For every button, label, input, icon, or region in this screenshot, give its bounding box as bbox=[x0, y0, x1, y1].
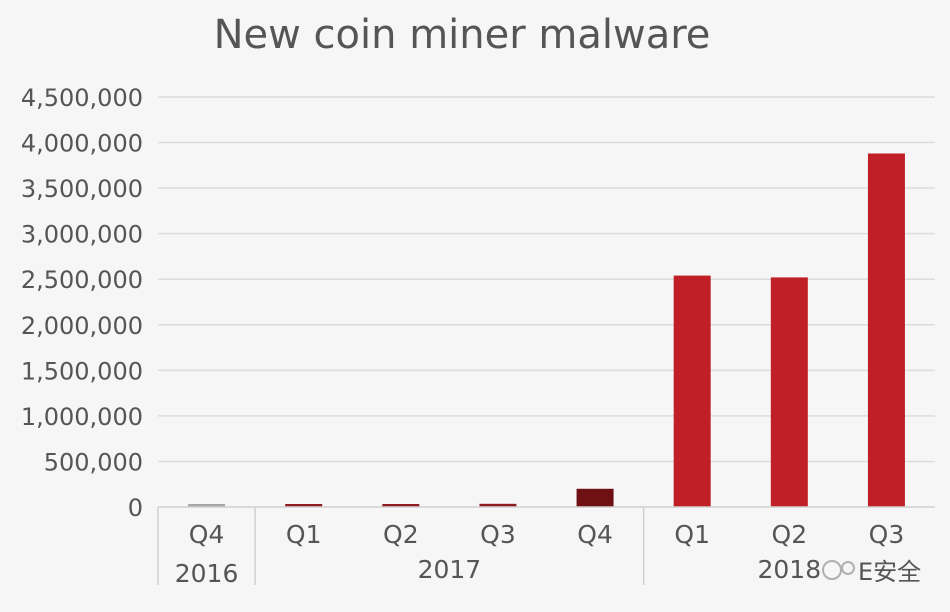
bar bbox=[673, 275, 711, 507]
y-tick-label: 3,000,000 bbox=[21, 221, 143, 249]
watermark-text: E安全 bbox=[858, 558, 921, 586]
x-tick-label: Q4 bbox=[189, 520, 225, 549]
bar bbox=[867, 153, 905, 507]
y-tick-label: 3,500,000 bbox=[21, 175, 143, 203]
y-tick-label: 2,000,000 bbox=[21, 312, 143, 340]
x-axis: Q4 Q1 Q2 Q3 Q4 Q1 Q2 Q3 2016 2017 2018 bbox=[157, 506, 935, 588]
x-group-label: 2017 bbox=[418, 555, 482, 584]
y-tick-label: 0 bbox=[128, 494, 143, 522]
x-tick-label: Q2 bbox=[383, 520, 419, 549]
x-tick-label: Q3 bbox=[869, 520, 905, 549]
y-tick-label: 500,000 bbox=[44, 448, 143, 476]
x-group-label: 2016 bbox=[175, 559, 239, 588]
bar bbox=[188, 504, 226, 507]
watermark: E安全 bbox=[822, 558, 921, 586]
bar bbox=[382, 504, 420, 507]
y-tick-label: 1,000,000 bbox=[21, 403, 143, 431]
bars bbox=[188, 153, 905, 507]
gridlines bbox=[158, 96, 935, 463]
y-tick-label: 1,500,000 bbox=[21, 357, 143, 385]
bar bbox=[479, 503, 517, 507]
bar bbox=[285, 504, 323, 507]
bar bbox=[576, 488, 614, 507]
watermark-logo-icon bbox=[822, 560, 855, 580]
y-tick-label: 2,500,000 bbox=[21, 266, 143, 294]
x-tick-label: Q2 bbox=[772, 520, 808, 549]
y-tick-label: 4,500,000 bbox=[21, 84, 143, 112]
x-group-label: 2018 bbox=[758, 555, 822, 584]
x-tick-label: Q1 bbox=[674, 520, 710, 549]
chart-title: New coin miner malware bbox=[214, 12, 711, 58]
x-tick-label: Q4 bbox=[577, 520, 613, 549]
y-tick-label: 4,000,000 bbox=[21, 130, 143, 158]
x-tick-label: Q3 bbox=[480, 520, 516, 549]
y-axis: 0 500,000 1,000,000 1,500,000 2,000,000 2,500… bbox=[21, 84, 143, 522]
bar bbox=[770, 277, 808, 507]
x-tick-label: Q1 bbox=[286, 520, 322, 549]
